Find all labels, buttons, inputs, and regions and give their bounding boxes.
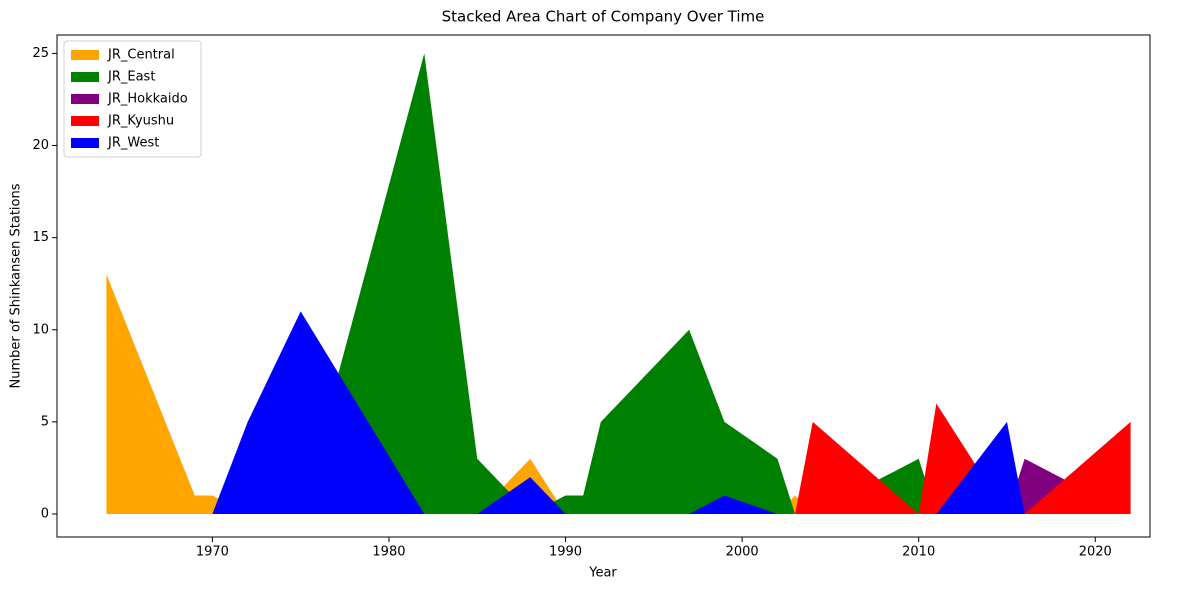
- legend-swatch: [71, 138, 99, 148]
- x-tick-label: 1980: [372, 545, 405, 560]
- y-tick-label: 10: [32, 322, 49, 337]
- y-tick-label: 25: [32, 46, 49, 61]
- x-tick-label: 2020: [1079, 545, 1112, 560]
- x-tick-label: 1970: [196, 545, 229, 560]
- area: [106, 53, 1131, 514]
- legend-swatch: [71, 50, 99, 60]
- x-tick-label: 2010: [902, 545, 935, 560]
- y-tick-label: 5: [41, 414, 49, 429]
- chart-title: Stacked Area Chart of Company Over Time: [442, 8, 765, 26]
- x-tick-label: 2000: [726, 545, 759, 560]
- y-tick-label: 20: [32, 138, 49, 153]
- legend-label: JR_Central: [107, 48, 175, 63]
- y-tick-label: 0: [41, 506, 49, 521]
- area: [106, 311, 1131, 514]
- legend-swatch: [71, 94, 99, 104]
- area: [106, 403, 1131, 514]
- y-axis-label: Number of Shinkansen Stations: [9, 183, 24, 388]
- legend-swatch: [71, 116, 99, 126]
- legend-swatch: [71, 72, 99, 82]
- legend-label: JR_Hokkaido: [107, 92, 188, 107]
- legend-label: JR_East: [107, 70, 155, 85]
- legend-label: JR_Kyushu: [107, 114, 174, 129]
- legend-box: [63, 40, 202, 158]
- y-tick-label: 15: [32, 230, 49, 245]
- legend-label: JR_West: [107, 136, 159, 151]
- plot-frame: [56, 34, 1151, 538]
- x-axis-label: Year: [588, 566, 617, 581]
- x-tick-label: 1990: [549, 545, 582, 560]
- area: [106, 458, 1131, 514]
